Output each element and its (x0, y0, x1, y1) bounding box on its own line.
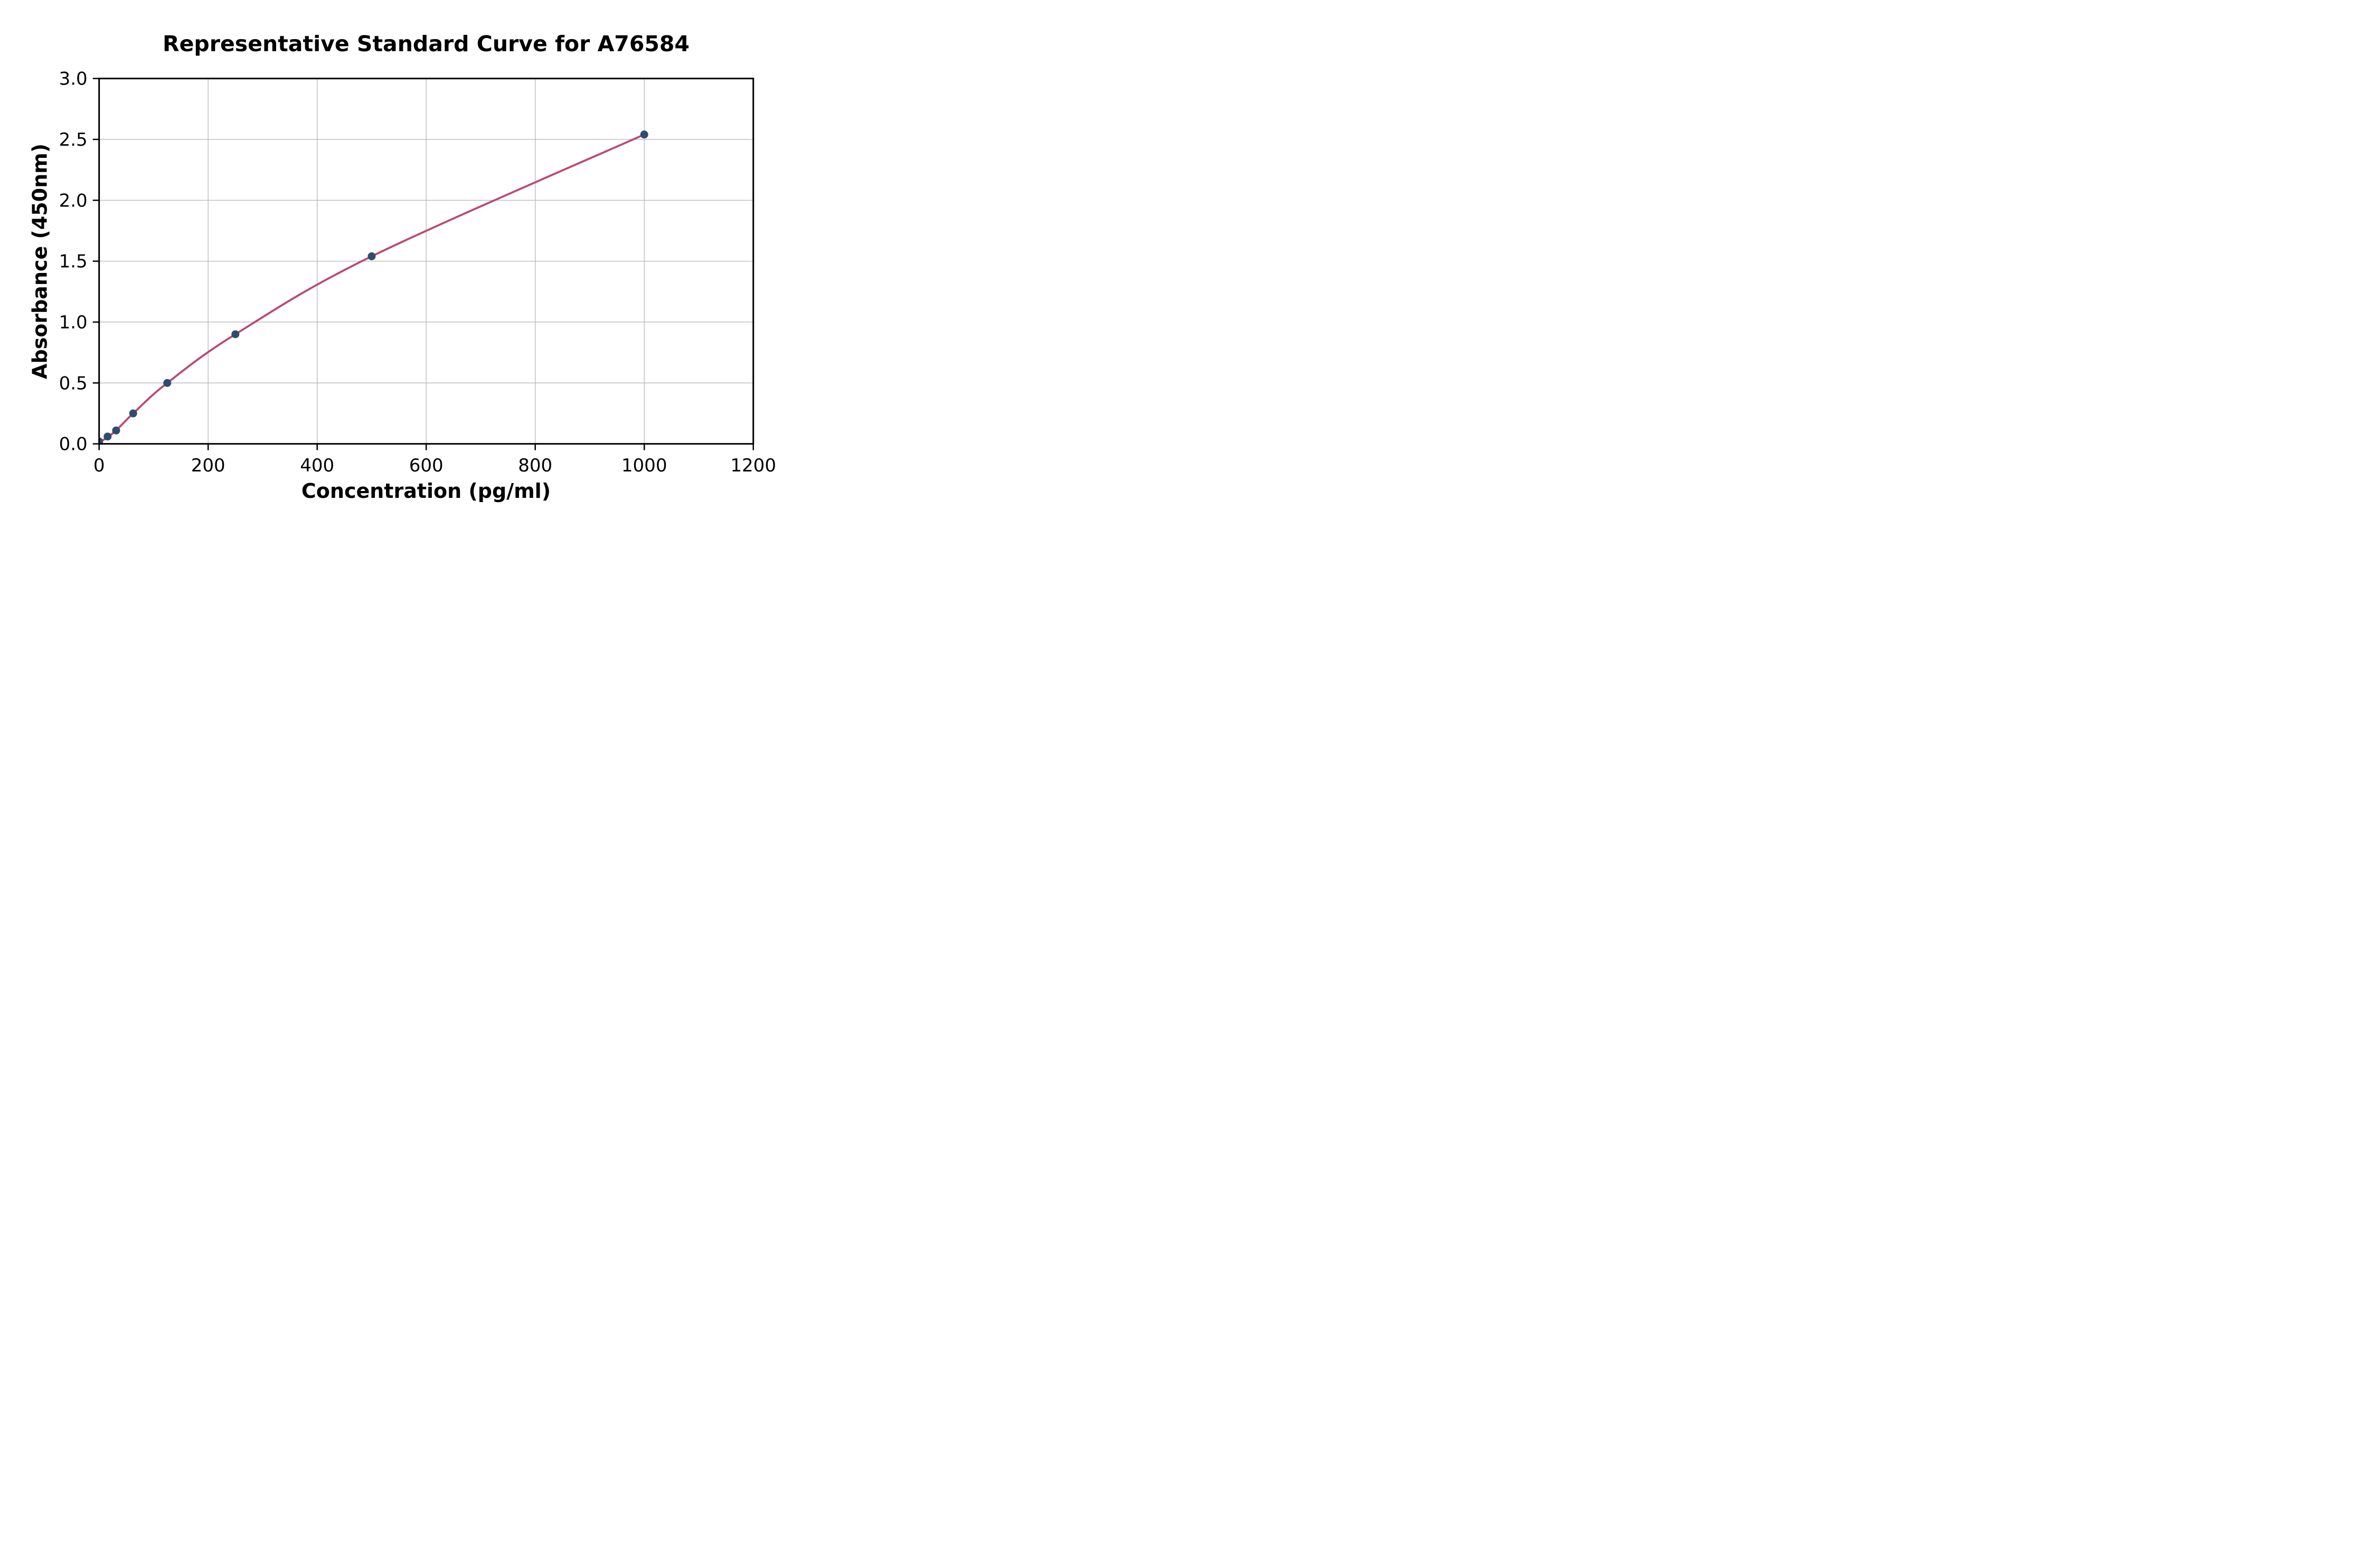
y-tick-label: 0.5 (59, 373, 88, 394)
standard-data-point (103, 432, 112, 441)
y-tick-label: 1.0 (59, 312, 88, 333)
y-tick-label: 3.0 (59, 69, 88, 90)
x-tick-label: 200 (191, 455, 225, 476)
standard-data-point (163, 379, 172, 387)
chart-svg: 0 200 400 600 800 1000 1200 0.0 0.5 1.0 1.5 2.0 2.5… (28, 31, 776, 503)
axis-ticks (92, 78, 754, 450)
standard-data-point (640, 130, 648, 139)
standard-curve-figure: 0 200 400 600 800 1000 1200 0.0 0.5 1.0 1.5 2.0 2.5… (0, 0, 792, 523)
y-tick-labels: 0.0 0.5 1.0 1.5 2.0 2.5 3.0 (59, 69, 88, 455)
x-tick-label: 1000 (621, 455, 667, 476)
chart-title: Representative Standard Curve for A76584 (163, 31, 690, 56)
standard-data-point (99, 437, 103, 444)
standard-data-point (367, 252, 376, 260)
gridlines (99, 78, 754, 445)
data-points (99, 130, 648, 444)
y-tick-label: 1.5 (59, 251, 88, 272)
y-tick-label: 2.0 (59, 190, 88, 211)
x-tick-labels: 0 200 400 600 800 1000 1200 (93, 455, 776, 476)
x-tick-label: 400 (300, 455, 334, 476)
x-axis-label: Concentration (pg/ml) (301, 479, 551, 503)
x-tick-label: 0 (93, 455, 105, 476)
x-tick-label: 600 (409, 455, 444, 476)
x-tick-label: 1200 (730, 455, 776, 476)
y-axis-label: Absorbance (450nm) (28, 144, 51, 379)
y-tick-label: 0.0 (59, 434, 88, 455)
y-tick-label: 2.5 (59, 129, 88, 150)
fit-curve-line (99, 133, 646, 444)
data-layer (99, 130, 648, 444)
plot-border (98, 78, 755, 445)
x-tick-label: 800 (518, 455, 552, 476)
standard-data-point (231, 330, 240, 338)
standard-data-point (112, 426, 120, 434)
standard-data-point (129, 409, 137, 418)
